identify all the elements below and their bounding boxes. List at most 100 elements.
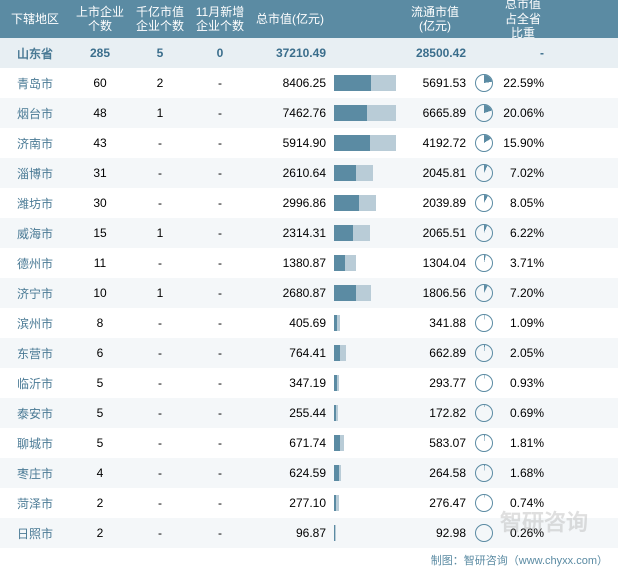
cell-newly: - [190, 74, 250, 92]
cell-pie [470, 372, 498, 394]
cell-circ-mv: 662.89 [400, 344, 470, 362]
pie-icon [475, 224, 493, 242]
table-row: 济南市43--5914.904192.7215.90% [0, 128, 618, 158]
cell-circ-mv: 2039.89 [400, 194, 470, 212]
cell-newly: - [190, 494, 250, 512]
highlight-region: 山东省 [0, 43, 70, 64]
header-companies: 上市企业个数 [70, 3, 130, 36]
cell-pct: 2.05% [498, 344, 554, 362]
cell-pie [470, 432, 498, 454]
cell-region: 威海市 [0, 223, 70, 244]
pie-icon [475, 494, 493, 512]
cell-kyi: - [130, 524, 190, 542]
cell-circ-mv: 341.88 [400, 314, 470, 332]
cell-newly: - [190, 314, 250, 332]
cell-companies: 15 [70, 224, 130, 242]
cell-bar-chart [330, 73, 400, 93]
pie-icon [475, 104, 493, 122]
highlight-companies: 285 [70, 44, 130, 62]
cell-total-mv: 5914.90 [250, 134, 330, 152]
cell-pct: 7.02% [498, 164, 554, 182]
cell-kyi: - [130, 404, 190, 422]
cell-kyi: - [130, 194, 190, 212]
cell-newly: - [190, 464, 250, 482]
pie-icon [475, 344, 493, 362]
bar-circ-icon [335, 525, 336, 541]
cell-newly: - [190, 344, 250, 362]
cell-bar-chart [330, 253, 400, 273]
table-row: 日照市2--96.8792.980.26% [0, 518, 618, 548]
cell-region: 临沂市 [0, 373, 70, 394]
bar-circ-icon [339, 465, 341, 481]
table-row: 威海市151-2314.312065.516.22% [0, 218, 618, 248]
pie-icon [475, 464, 493, 482]
bar-circ-icon [345, 255, 356, 271]
highlight-newly: 0 [190, 44, 250, 62]
bar-circ-icon [340, 435, 345, 451]
bar-total-icon [334, 75, 371, 91]
cell-bar-chart [330, 463, 400, 483]
cell-kyi: 1 [130, 284, 190, 302]
cell-companies: 5 [70, 374, 130, 392]
cell-circ-mv: 92.98 [400, 524, 470, 542]
cell-newly: - [190, 524, 250, 542]
header-newly: 11月新增企业个数 [190, 3, 250, 36]
cell-pie [470, 402, 498, 424]
cell-kyi: - [130, 164, 190, 182]
table-body: 青岛市602-8406.255691.5322.59%烟台市481-7462.7… [0, 68, 618, 548]
cell-bar-chart [330, 163, 400, 183]
cell-region: 泰安市 [0, 403, 70, 424]
table-row: 德州市11--1380.871304.043.71% [0, 248, 618, 278]
header-kyi: 千亿市值企业个数 [130, 3, 190, 36]
cell-newly: - [190, 374, 250, 392]
cell-bar-chart [330, 343, 400, 363]
cell-bar-chart [330, 193, 400, 213]
table-row: 聊城市5--671.74583.071.81% [0, 428, 618, 458]
cell-bar-chart [330, 133, 400, 153]
table-row: 潍坊市30--2996.862039.898.05% [0, 188, 618, 218]
cell-region: 东营市 [0, 343, 70, 364]
cell-pct: 3.71% [498, 254, 554, 272]
cell-total-mv: 2680.87 [250, 284, 330, 302]
cell-circ-mv: 2065.51 [400, 224, 470, 242]
cell-pie [470, 282, 498, 304]
cell-total-mv: 7462.76 [250, 104, 330, 122]
table-row: 枣庄市4--624.59264.581.68% [0, 458, 618, 488]
cell-circ-mv: 5691.53 [400, 74, 470, 92]
cell-pie [470, 492, 498, 514]
cell-companies: 48 [70, 104, 130, 122]
bar-circ-icon [336, 495, 338, 511]
cell-total-mv: 96.87 [250, 524, 330, 542]
pie-icon [475, 134, 493, 152]
cell-pct: 0.74% [498, 494, 554, 512]
cell-companies: 30 [70, 194, 130, 212]
cell-newly: - [190, 254, 250, 272]
cell-newly: - [190, 194, 250, 212]
cell-region: 聊城市 [0, 433, 70, 454]
cell-newly: - [190, 404, 250, 422]
highlight-pie-spacer [470, 51, 498, 55]
table-row: 济宁市101-2680.871806.567.20% [0, 278, 618, 308]
pie-icon [475, 74, 493, 92]
cell-circ-mv: 172.82 [400, 404, 470, 422]
bar-circ-icon [337, 315, 340, 331]
cell-newly: - [190, 434, 250, 452]
table-header-row: 下辖地区 上市企业个数 千亿市值企业个数 11月新增企业个数 总市值(亿元) 流… [0, 0, 618, 38]
cell-region: 菏泽市 [0, 493, 70, 514]
header-pie-spacer [470, 17, 498, 21]
cell-kyi: - [130, 254, 190, 272]
bar-circ-icon [367, 105, 396, 121]
cell-total-mv: 1380.87 [250, 254, 330, 272]
cell-pie [470, 132, 498, 154]
cell-total-mv: 764.41 [250, 344, 330, 362]
pie-icon [475, 314, 493, 332]
cell-region: 滨州市 [0, 313, 70, 334]
bar-total-icon [334, 225, 353, 241]
cell-region: 济宁市 [0, 283, 70, 304]
pie-icon [475, 404, 493, 422]
bar-circ-icon [337, 375, 339, 391]
cell-companies: 2 [70, 524, 130, 542]
cell-newly: - [190, 164, 250, 182]
cell-pie [470, 162, 498, 184]
cell-newly: - [190, 224, 250, 242]
